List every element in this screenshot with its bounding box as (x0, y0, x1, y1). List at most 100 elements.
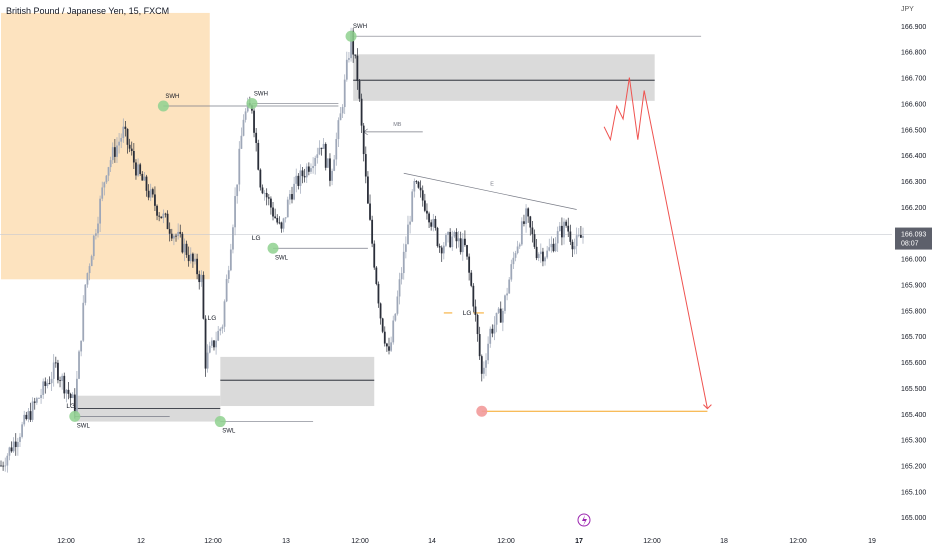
candle (499, 308, 502, 323)
swing-marker (246, 97, 258, 109)
candle (120, 137, 123, 142)
candle (48, 383, 51, 384)
candle (303, 176, 306, 178)
candle (525, 208, 527, 224)
candle (527, 208, 530, 217)
y-tick-label: 166.500 (901, 127, 926, 134)
candle (173, 235, 175, 239)
candle (531, 227, 534, 235)
x-tick-label: 18 (720, 538, 728, 545)
candle (23, 414, 26, 425)
candle (135, 162, 137, 176)
candle (402, 251, 405, 274)
candle (457, 238, 460, 242)
candle (69, 393, 72, 398)
candle (227, 270, 230, 279)
candle (464, 238, 466, 246)
candle (388, 346, 390, 351)
candle (206, 352, 209, 369)
swing-marker (345, 30, 357, 42)
candle (0, 465, 2, 467)
candle (122, 126, 125, 138)
swing-high-label: SWH (165, 94, 179, 100)
candle (14, 441, 17, 448)
candle (331, 170, 333, 181)
candle (288, 194, 291, 200)
candle (225, 278, 228, 302)
candle (474, 306, 477, 315)
candle (272, 207, 274, 217)
candle (40, 394, 42, 399)
y-tick-label: 166.000 (901, 257, 926, 264)
annotation-label-lg: LG (252, 235, 261, 242)
candle (447, 231, 449, 236)
candle (307, 166, 310, 172)
candle (497, 308, 500, 313)
candle (404, 244, 407, 252)
candle (6, 455, 9, 466)
candle (377, 283, 380, 304)
trendline-e (403, 172, 577, 210)
candle (301, 170, 304, 177)
candle (565, 221, 568, 226)
candle (276, 217, 279, 223)
candle (261, 187, 264, 194)
candle (305, 166, 308, 178)
candle (396, 296, 399, 314)
candle (369, 203, 371, 220)
candle (280, 222, 283, 229)
candle (567, 225, 570, 232)
swing-high-label: SWH (254, 91, 268, 97)
candle (210, 340, 213, 346)
candle (274, 216, 277, 218)
candle (253, 110, 255, 133)
candle (21, 424, 23, 437)
candle (158, 215, 161, 217)
candle (168, 229, 171, 234)
candle (12, 441, 15, 452)
swing-marker (69, 410, 81, 422)
candle (286, 199, 289, 218)
candle (259, 169, 262, 188)
candle (493, 324, 496, 334)
candle (563, 221, 565, 238)
candle (341, 107, 344, 114)
candle (265, 192, 268, 198)
candle (116, 145, 118, 157)
candle (246, 103, 249, 112)
candle (350, 30, 352, 59)
candle (329, 158, 331, 181)
candle (438, 246, 441, 248)
swing-low-label: SWL (77, 423, 91, 429)
candle (147, 190, 150, 198)
candle (94, 233, 97, 236)
candle (35, 398, 38, 403)
candle (282, 218, 285, 229)
candle (84, 284, 87, 303)
candle (126, 128, 129, 145)
candle (360, 98, 363, 126)
candle (73, 394, 76, 413)
candle (337, 120, 340, 140)
candle (539, 251, 542, 255)
candle (295, 175, 298, 184)
candle (407, 224, 409, 245)
y-tick-label: 166.600 (901, 101, 926, 108)
candle (546, 250, 549, 258)
candle (392, 320, 395, 343)
candle (428, 213, 430, 223)
candle (19, 436, 21, 442)
candle (92, 235, 95, 257)
x-tick-label: 12:00 (351, 538, 369, 545)
candle (417, 182, 420, 188)
candle (324, 143, 327, 168)
candle (482, 367, 485, 374)
candle (149, 189, 152, 198)
candle (204, 318, 207, 369)
annotation-label-e: E (490, 182, 494, 188)
candle (569, 231, 572, 242)
candle (373, 243, 376, 268)
candle (472, 285, 475, 307)
candle (489, 328, 492, 344)
